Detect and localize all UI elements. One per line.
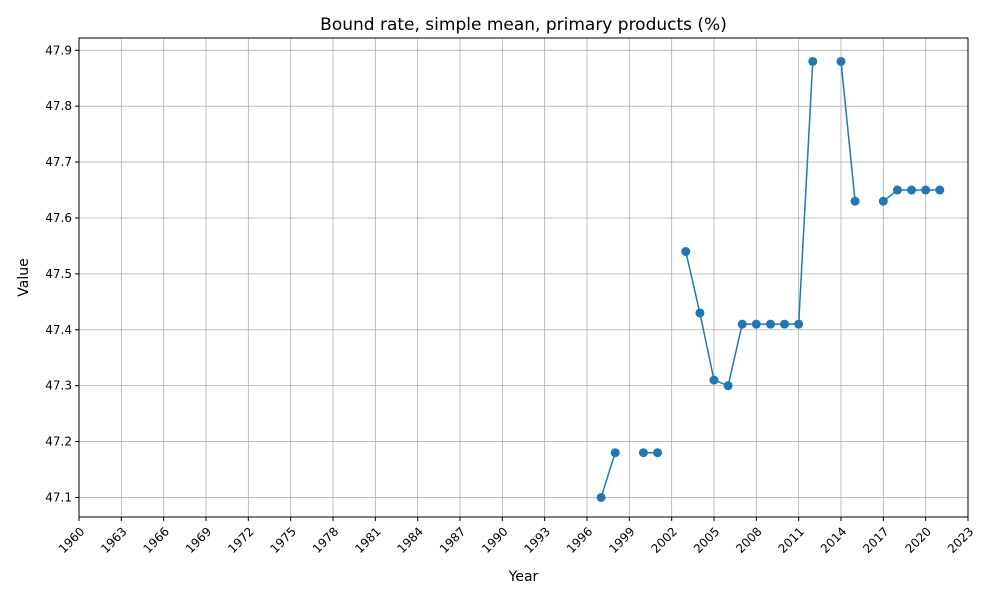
data-point <box>935 185 945 195</box>
data-point <box>610 448 620 458</box>
data-point <box>695 308 705 318</box>
data-point <box>638 448 648 458</box>
data-point <box>892 185 902 195</box>
y-tick-label: 47.6 <box>45 211 72 225</box>
data-point <box>709 375 719 385</box>
data-point <box>808 56 818 66</box>
data-point <box>596 492 606 502</box>
x-axis-title: Year <box>508 569 539 585</box>
series-line <box>600 452 616 498</box>
data-point <box>681 247 691 257</box>
y-tick-label: 47.9 <box>45 43 72 57</box>
series-line <box>840 61 856 202</box>
data-point <box>765 319 775 329</box>
y-tick-label: 47.3 <box>45 379 72 393</box>
data-point <box>794 319 804 329</box>
data-point <box>737 319 747 329</box>
data-point <box>780 319 790 329</box>
y-tick-label: 47.7 <box>45 155 72 169</box>
series-line <box>685 61 814 387</box>
chart-title: Bound rate, simple mean, primary product… <box>320 15 727 35</box>
y-tick-label: 47.4 <box>45 323 72 337</box>
y-axis: 47.1 47.2 47.3 47.4 47.5 47.6 47.7 47.8 47.9 <box>45 43 79 504</box>
y-tick-label: 47.1 <box>45 490 72 504</box>
data-point <box>850 196 860 206</box>
y-tick-label: 47.2 <box>45 435 72 449</box>
y-tick-label: 47.8 <box>45 99 72 113</box>
plot-frame <box>78 37 969 518</box>
data-point <box>723 381 733 391</box>
y-axis-title: Value <box>16 258 32 296</box>
data-point <box>878 196 888 206</box>
data-point <box>653 448 663 458</box>
data-point <box>921 185 931 195</box>
grid <box>78 38 969 517</box>
data-point <box>907 185 917 195</box>
y-tick-label: 47.5 <box>45 267 72 281</box>
data-point <box>751 319 761 329</box>
data-point <box>836 56 846 66</box>
series-layer <box>596 56 945 502</box>
